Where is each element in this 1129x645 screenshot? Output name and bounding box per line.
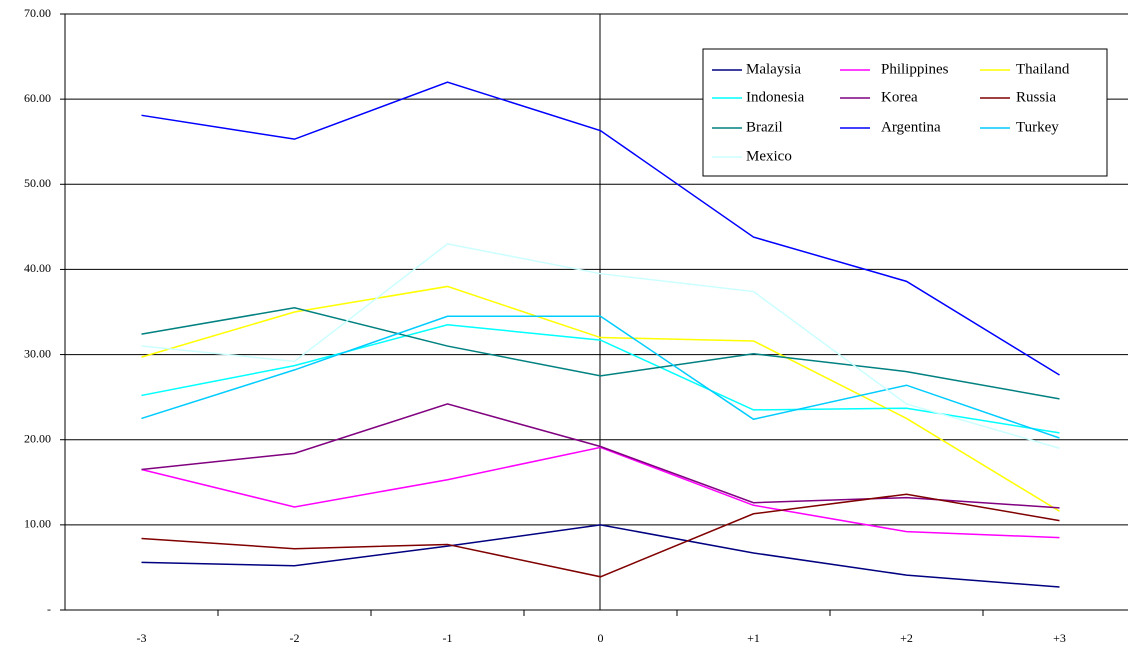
legend-label: Turkey: [1016, 119, 1059, 135]
legend: Malaysia Philippines Thailand Indonesia Kore…: [702, 48, 1108, 177]
y-tick-label: 20.00: [24, 431, 51, 445]
series-line: [141, 306, 1060, 400]
series-line: [141, 446, 1060, 539]
y-tick-label: 60.00: [24, 91, 51, 105]
x-tick-label: -2: [290, 631, 300, 645]
lines: [141, 81, 1060, 588]
legend-label: Thailand: [1016, 61, 1070, 77]
x-tick-label: 0: [598, 631, 604, 645]
legend-label: Philippines: [881, 61, 949, 77]
series-line: [141, 81, 1060, 376]
y-tick-label: 50.00: [24, 176, 51, 190]
series-line: [141, 285, 1060, 512]
legend-label: Malaysia: [746, 61, 801, 77]
y-tick-label: -: [47, 602, 51, 616]
x-tick-label: -1: [443, 631, 453, 645]
x-tick-label: +2: [900, 631, 913, 645]
legend-label: Korea: [881, 89, 918, 105]
legend-label: Mexico: [746, 148, 792, 164]
legend-label: Indonesia: [746, 89, 805, 105]
y-tick-label: 10.00: [24, 517, 51, 531]
grid: [65, 13, 1128, 611]
x-tick-label: +3: [1053, 631, 1066, 645]
series-line: [141, 524, 1060, 588]
legend-label: Argentina: [881, 119, 941, 135]
x-tick-label: +1: [747, 631, 760, 645]
y-tick-label: 40.00: [24, 261, 51, 275]
series-line: [141, 403, 1060, 509]
series-line: [141, 243, 1060, 449]
series-line: [141, 315, 1060, 439]
legend-label: Russia: [1016, 89, 1056, 105]
x-tick-label: -3: [137, 631, 147, 645]
series-line: [141, 324, 1060, 434]
legend-box: [702, 48, 1108, 177]
y-tick-label: 30.00: [24, 346, 51, 360]
series-line: [141, 493, 1060, 578]
legend-label: Brazil: [746, 119, 783, 135]
y-tick-label: 70.00: [24, 6, 51, 20]
axes: - 10.00 20.00 30.00 40.00 50.00 60.00 70.00 -3 -2…: [24, 6, 1128, 645]
